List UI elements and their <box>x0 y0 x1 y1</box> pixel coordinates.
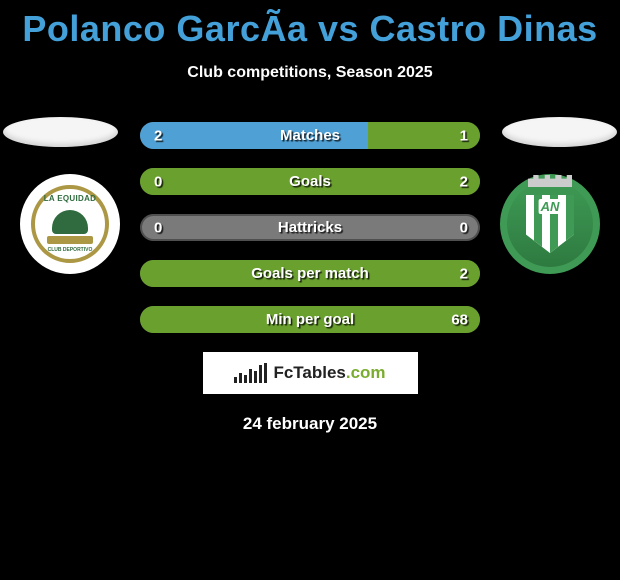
stat-value-left: 0 <box>154 173 162 190</box>
branding-site: FcTables <box>273 363 345 382</box>
crest-text-top: LA EQUIDAD <box>44 194 96 203</box>
stat-row: Goals per match 2 <box>140 260 480 287</box>
branding-tld: .com <box>346 363 386 382</box>
player-left-photo-placeholder <box>3 117 118 147</box>
stat-row: Min per goal 68 <box>140 306 480 333</box>
stat-value-right: 1 <box>460 127 468 144</box>
stat-value-right: 2 <box>460 173 468 190</box>
stat-row: 2 Matches 1 <box>140 122 480 149</box>
club-badge-right: AN <box>500 174 600 274</box>
stat-value-right: 0 <box>460 219 468 236</box>
stat-label: Goals per match <box>251 265 369 282</box>
subtitle: Club competitions, Season 2025 <box>0 64 620 82</box>
stat-row: 0 Hattricks 0 <box>140 214 480 241</box>
player-right-photo-placeholder <box>502 117 617 147</box>
stat-label: Goals <box>289 173 331 190</box>
bars-icon <box>234 363 267 383</box>
crest-castle-icon <box>528 175 572 187</box>
la-equidad-crest: LA EQUIDAD CLUB DEPORTIVO <box>31 185 109 263</box>
stat-value-right: 68 <box>451 311 468 328</box>
crest-letters: AN <box>539 199 562 214</box>
stat-label: Hattricks <box>278 219 342 236</box>
atletico-nacional-crest: AN <box>507 181 593 267</box>
branding-text: FcTables.com <box>273 363 385 383</box>
page-title: Polanco GarcÃa vs Castro Dinas <box>0 0 620 50</box>
stats-list: 2 Matches 1 0 Goals 2 0 Hattricks 0 Goals per mat… <box>140 122 480 333</box>
stat-label: Min per goal <box>266 311 354 328</box>
club-badge-left: LA EQUIDAD CLUB DEPORTIVO <box>20 174 120 274</box>
crest-text-bottom: CLUB DEPORTIVO <box>48 247 93 253</box>
branding-box: FcTables.com <box>203 352 418 394</box>
crest-base-icon <box>47 236 93 244</box>
comparison-area: LA EQUIDAD CLUB DEPORTIVO AN 2 Matches 1 0 G… <box>0 122 620 434</box>
stat-row: 0 Goals 2 <box>140 168 480 195</box>
stat-label: Matches <box>280 127 340 144</box>
stat-value-left: 2 <box>154 127 162 144</box>
footer-date: 24 february 2025 <box>0 414 620 434</box>
stat-value-right: 2 <box>460 265 468 282</box>
crest-dome-icon <box>52 210 88 234</box>
stat-value-left: 0 <box>154 219 162 236</box>
